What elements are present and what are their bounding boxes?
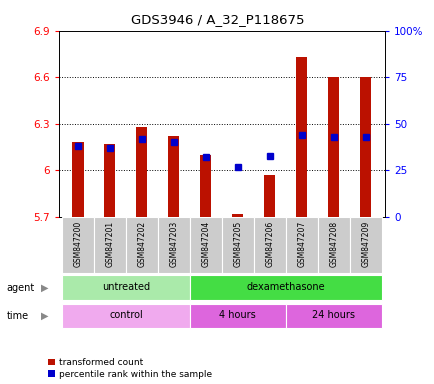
- Text: GSM847209: GSM847209: [361, 220, 369, 267]
- Text: ▶: ▶: [41, 283, 49, 293]
- Bar: [263, 175, 275, 217]
- Text: 24 hours: 24 hours: [312, 310, 355, 320]
- Bar: [200, 155, 211, 217]
- Bar: [296, 57, 307, 217]
- Text: GSM847203: GSM847203: [169, 220, 178, 267]
- Text: ▶: ▶: [41, 311, 49, 321]
- Text: GSM847202: GSM847202: [137, 221, 146, 267]
- Bar: [94, 217, 125, 273]
- Bar: [359, 77, 371, 217]
- Text: GSM847208: GSM847208: [329, 221, 338, 267]
- Text: GSM847200: GSM847200: [73, 220, 82, 267]
- Bar: [62, 275, 189, 300]
- Bar: [327, 77, 339, 217]
- Legend: transformed count, percentile rank within the sample: transformed count, percentile rank withi…: [48, 358, 211, 379]
- Bar: [72, 142, 83, 217]
- Bar: [221, 217, 253, 273]
- Text: GSM847206: GSM847206: [265, 220, 274, 267]
- Bar: [189, 275, 381, 300]
- Text: GSM847207: GSM847207: [296, 220, 306, 267]
- Bar: [349, 217, 381, 273]
- Text: time: time: [7, 311, 29, 321]
- Bar: [232, 214, 243, 217]
- Bar: [285, 217, 317, 273]
- Text: GSM847205: GSM847205: [233, 220, 242, 267]
- Text: GSM847204: GSM847204: [201, 220, 210, 267]
- Bar: [189, 303, 285, 328]
- Bar: [168, 136, 179, 217]
- Text: control: control: [109, 310, 142, 320]
- Bar: [285, 303, 381, 328]
- Bar: [253, 217, 285, 273]
- Bar: [62, 303, 189, 328]
- Text: agent: agent: [7, 283, 35, 293]
- Bar: [104, 144, 115, 217]
- Bar: [317, 217, 349, 273]
- Bar: [158, 217, 189, 273]
- Bar: [125, 217, 158, 273]
- Text: 4 hours: 4 hours: [219, 310, 256, 320]
- Bar: [62, 217, 94, 273]
- Text: dexamethasone: dexamethasone: [246, 282, 324, 292]
- Bar: [189, 217, 221, 273]
- Bar: [136, 127, 147, 217]
- Text: untreated: untreated: [102, 282, 150, 292]
- Text: GSM847201: GSM847201: [105, 221, 114, 267]
- Text: GDS3946 / A_32_P118675: GDS3946 / A_32_P118675: [131, 13, 303, 26]
